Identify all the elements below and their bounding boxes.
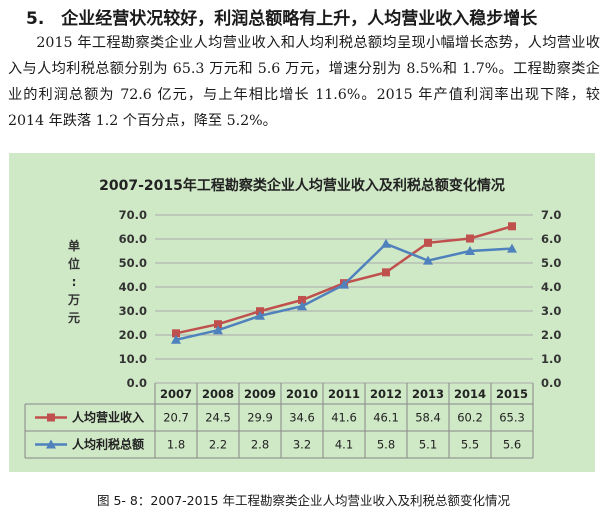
left-axis-ticks: 0.0 10.0 20.0 30.0 40.0 50.0 60.0 70.0 <box>119 208 147 390</box>
legend-marker <box>47 413 55 422</box>
tax-point <box>381 238 391 248</box>
right-tick-label: 3.0 <box>541 304 561 318</box>
data-label: 5.8 <box>377 438 395 452</box>
data-label: 2.8 <box>251 438 269 452</box>
category-label: 2013 <box>412 387 444 401</box>
data-label: 4.1 <box>335 438 353 452</box>
data-label: 5.6 <box>503 438 521 452</box>
gridlines <box>155 214 533 384</box>
data-label: 2.2 <box>209 438 227 452</box>
data-label: 41.6 <box>331 411 357 425</box>
revenue-point <box>214 320 222 329</box>
legend-label: 人均利税总额 <box>72 437 144 452</box>
revenue-tax-chart: 2007-2015年工程勘察类企业人均营业收入及利税总额变化情况 单位: 万元 0… <box>24 177 561 459</box>
data-label: 3.2 <box>293 438 311 452</box>
data-label: 29.9 <box>247 411 273 425</box>
category-label: 2010 <box>286 387 318 401</box>
legend-marker <box>46 439 56 449</box>
y-label-char: 单 <box>68 238 80 253</box>
left-tick-label: 0.0 <box>127 376 147 390</box>
data-label: 46.1 <box>373 411 399 425</box>
series-lines <box>171 222 517 344</box>
data-label: 5.1 <box>419 438 437 452</box>
chart-panel: 2007-2015年工程勘察类企业人均营业收入及利税总额变化情况 单位: 万元 0… <box>9 153 595 472</box>
category-label: 2007 <box>160 387 192 401</box>
revenue-point <box>298 295 306 304</box>
data-label: 5.5 <box>461 438 479 452</box>
right-tick-label: 2.0 <box>541 328 561 342</box>
left-tick-label: 50.0 <box>119 256 147 270</box>
y-label-char: 位 <box>68 256 80 271</box>
category-label: 2014 <box>454 387 486 401</box>
y-axis-label: 单位: 万元 <box>67 238 80 325</box>
tax-point <box>339 279 349 289</box>
right-tick-label: 5.0 <box>541 256 561 270</box>
right-tick-label: 0.0 <box>541 376 561 390</box>
section-paragraph: 2015 年工程勘察类企业人均营业收入和人均利税总额均呈现小幅增长态势，人均营业… <box>8 35 600 129</box>
tax-point <box>465 246 475 255</box>
data-label: 34.6 <box>289 411 315 425</box>
revenue-point <box>424 238 432 247</box>
tax-point <box>297 301 307 311</box>
section-heading: 5. 企业经营状况较好，利润总额略有上升，人均营业收入稳步增长 <box>26 9 538 29</box>
left-tick-label: 20.0 <box>119 328 147 342</box>
data-label: 60.2 <box>457 411 483 425</box>
revenue-point <box>172 329 180 338</box>
right-axis-ticks: 0.0 1.0 2.0 3.0 4.0 5.0 6.0 7.0 <box>541 208 561 390</box>
category-label: 2009 <box>244 387 276 401</box>
category-label: 2015 <box>496 387 528 401</box>
tax-point <box>507 243 517 253</box>
data-label: 58.4 <box>415 411 441 425</box>
chart-title: 2007-2015年工程勘察类企业人均营业收入及利税总额变化情况 <box>99 177 505 194</box>
left-tick-label: 30.0 <box>119 304 147 318</box>
category-label: 2008 <box>202 387 234 401</box>
data-label: 24.5 <box>205 411 231 425</box>
right-tick-label: 1.0 <box>541 352 561 366</box>
y-label-char: 元 <box>68 311 80 325</box>
tax-point <box>213 325 223 335</box>
left-tick-label: 60.0 <box>119 232 147 246</box>
category-label: 2011 <box>328 387 360 401</box>
category-label: 2012 <box>370 387 402 401</box>
y-label-char: 万 <box>67 293 80 307</box>
tax-point <box>171 334 181 344</box>
revenue-point <box>382 268 390 277</box>
data-table: 2007 2008 2009 2010 2011 2012 2013 2014 2015 人均营业… <box>24 383 534 459</box>
right-tick-label: 7.0 <box>541 208 561 222</box>
series-line-tax <box>175 242 513 342</box>
left-tick-label: 40.0 <box>119 280 147 294</box>
y-label-char: : <box>72 275 77 289</box>
revenue-point <box>508 222 516 231</box>
right-tick-label: 4.0 <box>541 280 561 294</box>
data-label: 65.3 <box>499 411 525 425</box>
legend-label: 人均营业收入 <box>72 410 144 425</box>
right-tick-label: 6.0 <box>541 232 561 246</box>
left-tick-label: 70.0 <box>119 208 147 222</box>
tax-point <box>423 255 433 265</box>
data-label: 1.8 <box>167 438 185 452</box>
revenue-point <box>466 234 474 243</box>
data-label: 20.7 <box>163 411 189 425</box>
figure-caption: 图 5- 8：2007-2015 年工程勘察类企业人均营业收入及利税总额变化情况 <box>97 493 510 508</box>
left-tick-label: 10.0 <box>119 352 147 366</box>
tax-point <box>255 310 265 320</box>
